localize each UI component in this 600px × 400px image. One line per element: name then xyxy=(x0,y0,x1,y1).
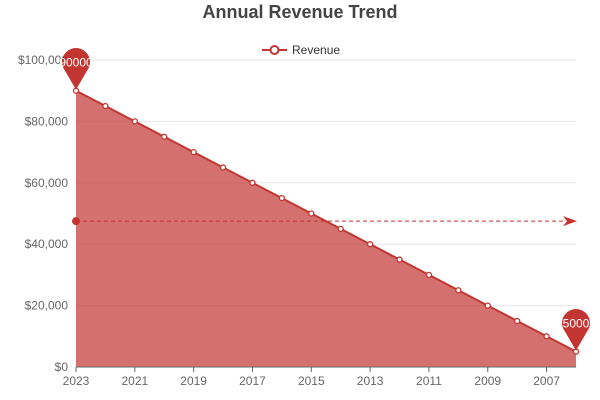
chart-title: Annual Revenue Trend xyxy=(202,2,398,22)
revenue-point xyxy=(455,287,462,294)
axis-layer: $0 $20,000 $40,000 $60,000 $80,000 $100,000 20… xyxy=(18,53,576,388)
area-layer xyxy=(76,90,576,367)
x-tick-label: 2017 xyxy=(239,374,266,388)
min-pin-label: 5000 xyxy=(563,317,590,331)
pins-layer: 90000 5000 xyxy=(59,48,590,351)
revenue-point xyxy=(366,241,374,248)
x-tick-label: 2009 xyxy=(474,374,501,388)
legend-marker-icon xyxy=(269,45,280,55)
max-pin xyxy=(62,48,91,90)
revenue-point xyxy=(308,210,315,217)
revenue-point xyxy=(514,317,521,325)
line-layer xyxy=(75,89,577,353)
x-tick-label: 2013 xyxy=(357,374,384,388)
average-line-start-dot xyxy=(72,217,80,226)
revenue-point xyxy=(396,256,403,263)
average-line-arrow xyxy=(563,216,577,227)
revenue-point xyxy=(102,102,109,110)
y-tick-label: $60,000 xyxy=(25,176,69,190)
x-tick-label: 2021 xyxy=(121,374,148,388)
revenue-line xyxy=(75,89,577,353)
x-tick-label: 2019 xyxy=(180,374,207,388)
x-tick-label: 2023 xyxy=(63,374,90,388)
x-tick-label: 2007 xyxy=(533,374,560,388)
revenue-point xyxy=(131,118,138,125)
revenue-point xyxy=(337,225,344,233)
legend-label: Revenue xyxy=(292,43,340,57)
y-tick-label: $40,000 xyxy=(25,237,69,251)
points-layer xyxy=(72,87,580,355)
x-tick-label: 2011 xyxy=(416,374,442,388)
revenue-point xyxy=(190,148,197,156)
y-tick-label: $20,000 xyxy=(25,299,69,313)
legend[interactable]: Revenue xyxy=(262,43,340,57)
average-line-layer: 47500 xyxy=(72,214,600,228)
y-tick-label: $0 xyxy=(55,360,69,374)
revenue-point xyxy=(543,333,550,340)
average-line-label: 47500 xyxy=(581,214,600,228)
revenue-point xyxy=(249,179,256,186)
revenue-point xyxy=(425,271,433,279)
revenue-point xyxy=(278,194,286,202)
revenue-point xyxy=(219,164,227,171)
revenue-point xyxy=(161,133,168,140)
y-tick-label: $100,000 xyxy=(18,53,68,67)
y-tick-label: $80,000 xyxy=(25,114,69,128)
x-tick-label: 2015 xyxy=(298,374,325,388)
max-pin-label: 90000 xyxy=(59,56,93,70)
min-pin xyxy=(562,308,590,351)
revenue-area xyxy=(76,90,576,367)
revenue-point xyxy=(484,302,491,309)
